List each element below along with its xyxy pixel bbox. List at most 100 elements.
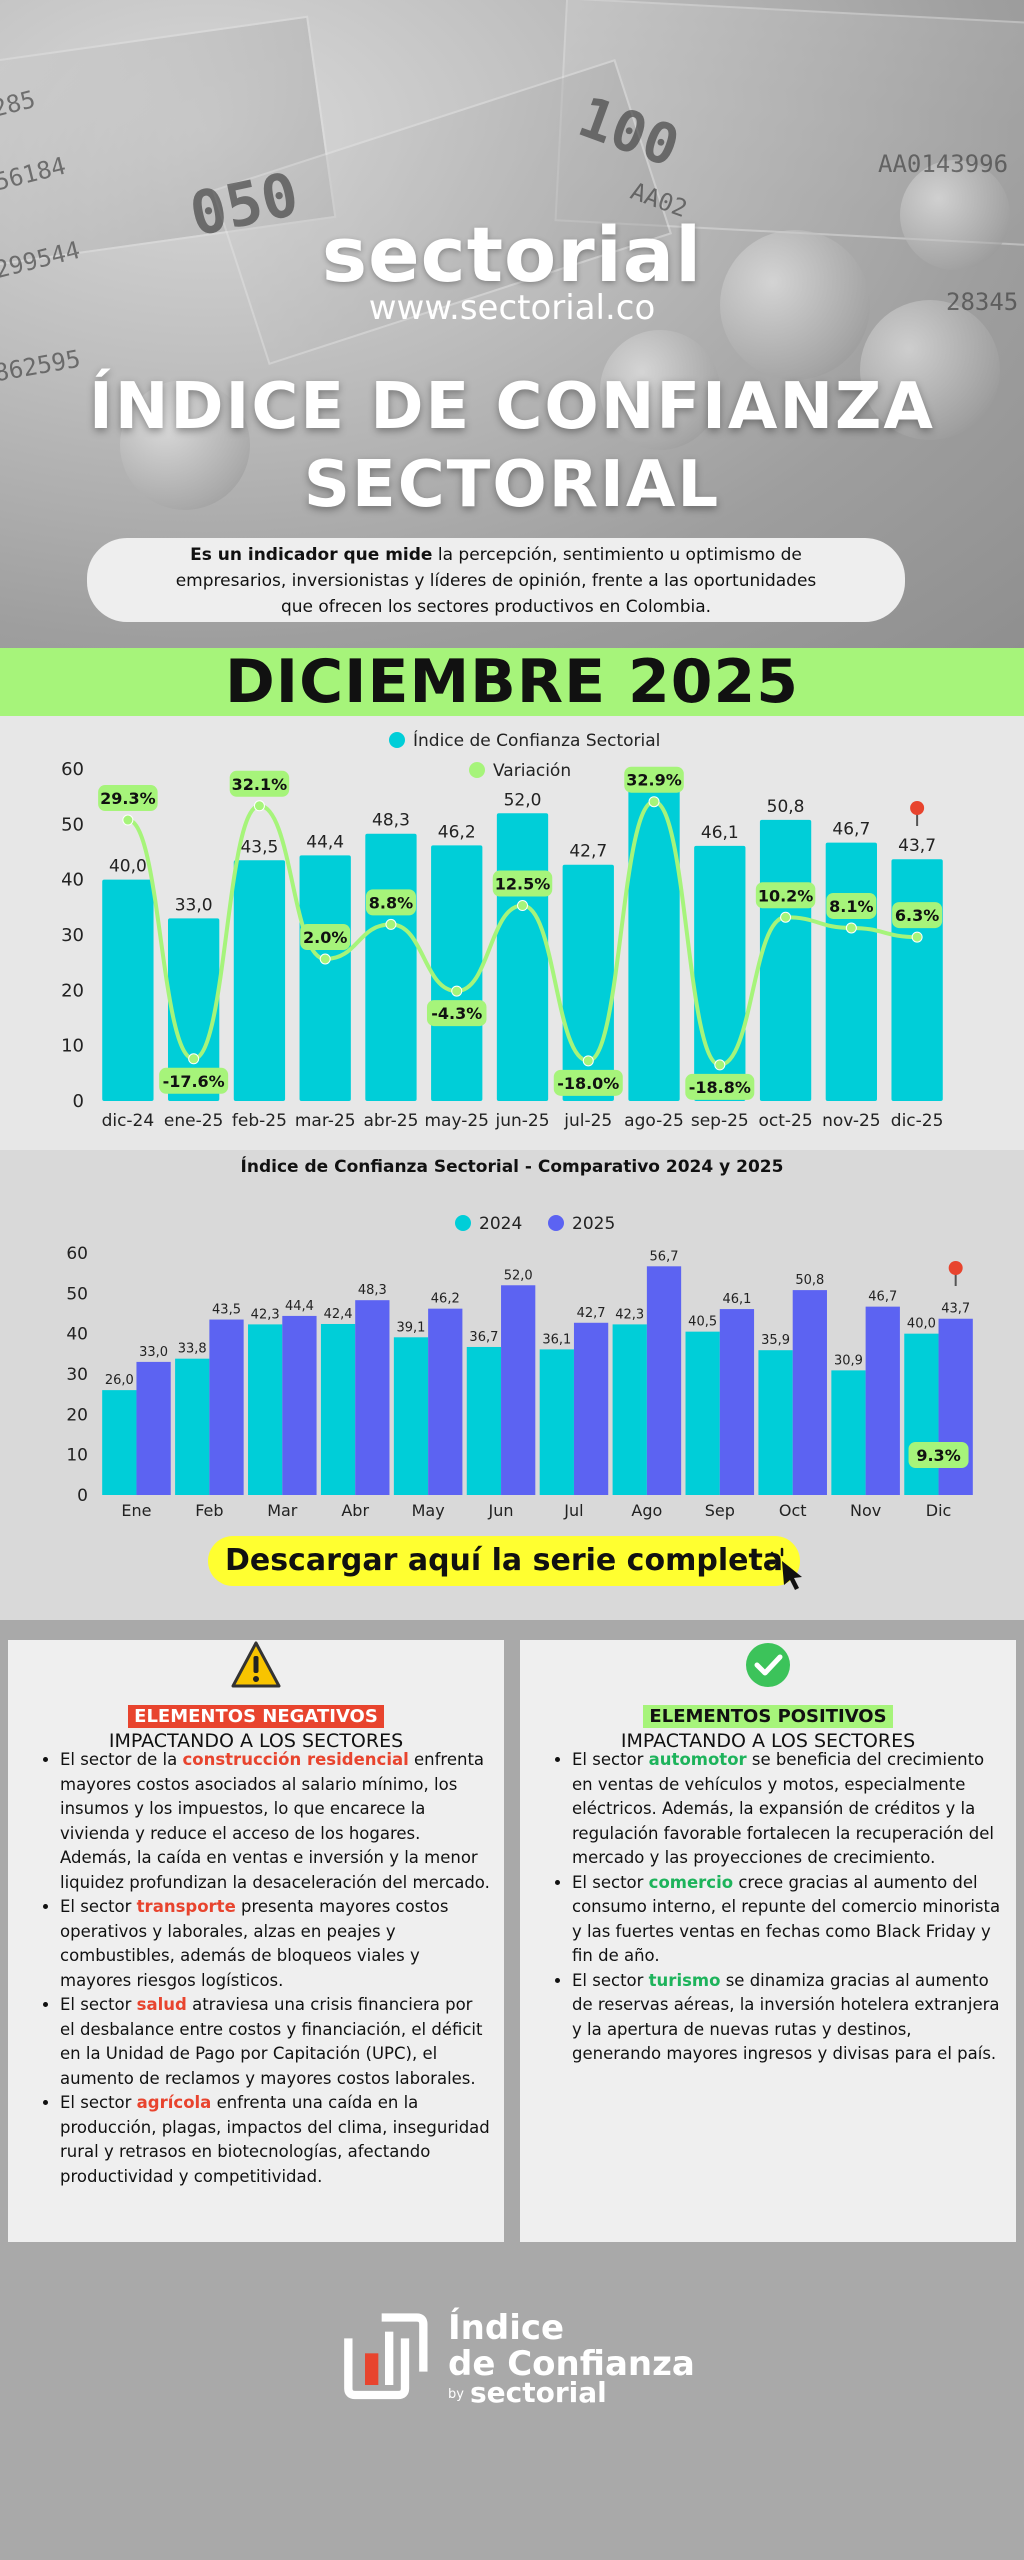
variation-point <box>648 796 660 808</box>
bar-value-label: 40,0 <box>907 1317 936 1332</box>
list-item: El sector comercio crece gracias al aume… <box>572 1871 1002 1969</box>
bar-value-label: 46,7 <box>868 1290 897 1305</box>
variation-label: 32.1% <box>232 775 288 794</box>
bar-value-label: 43,5 <box>212 1303 241 1318</box>
bar-value-label: 52,0 <box>504 790 542 810</box>
bar-value-label: 36,7 <box>469 1330 498 1345</box>
x-tick-label: mar-25 <box>295 1111 356 1131</box>
variation-label: -17.6% <box>163 1072 225 1091</box>
x-tick-label: Sep <box>705 1501 735 1520</box>
bar-value-label: 52,0 <box>504 1268 533 1283</box>
bar <box>299 855 351 1101</box>
bar <box>501 1285 536 1495</box>
legend-label: Variación <box>493 761 571 781</box>
variation-label-bg <box>755 882 816 909</box>
bar-value-label: 43,7 <box>941 1302 970 1317</box>
bar <box>628 787 680 1101</box>
bar-value-label: 42,3 <box>615 1307 644 1322</box>
brand-logo: sectorial <box>321 210 703 299</box>
x-tick-label: abr-25 <box>364 1111 419 1131</box>
variation-label: 10.2% <box>758 886 814 905</box>
bar <box>209 1319 244 1495</box>
bar <box>233 860 286 1101</box>
variation-point <box>911 931 923 943</box>
variation-label: 32.9% <box>626 771 682 790</box>
x-tick-label: Feb <box>195 1501 223 1520</box>
x-tick-label: Ene <box>121 1501 151 1520</box>
chart-title: Índice de Confianza Sectorial - Comparat… <box>241 1155 784 1177</box>
footer-title: Índice de Confianza <box>448 2310 695 2382</box>
bar <box>355 1300 390 1495</box>
bar-value-label: 35,9 <box>761 1333 790 1348</box>
bar <box>282 1315 317 1495</box>
bar <box>175 1358 210 1495</box>
bar <box>792 1290 827 1495</box>
variation-point <box>385 918 397 930</box>
coin-image <box>720 230 870 380</box>
variation-label-bg <box>426 1000 487 1027</box>
variation-label-bg <box>492 870 553 897</box>
bar-value-label: 56,7 <box>650 1249 679 1264</box>
y-tick-label: 20 <box>66 1405 88 1425</box>
variation-label: -18.0% <box>557 1074 619 1093</box>
bar-value-label: 48,3 <box>372 811 410 831</box>
x-tick-label: may-25 <box>424 1111 489 1131</box>
bar <box>428 1308 463 1495</box>
positive-subtitle: IMPACTANDO A LOS SECTORES <box>620 1730 916 1752</box>
footer-title-line: Índice <box>448 2308 565 2348</box>
intro-text: empresarios, inversionistas y líderes de… <box>175 571 817 591</box>
bar <box>865 1306 900 1495</box>
hero-banner: 285 56184 299544 862595 AA0143996 28345 … <box>0 0 1024 648</box>
pin-icon <box>910 801 925 815</box>
x-tick-label: sep-25 <box>691 1111 749 1131</box>
variation-label: 8.8% <box>369 893 413 912</box>
sector-keyword: agrícola <box>136 2093 212 2112</box>
variation-label: 8.1% <box>829 897 873 916</box>
list-item: El sector salud atraviesa una crisis fin… <box>60 1993 490 2091</box>
x-tick-label: Ago <box>631 1501 662 1520</box>
negative-tag: ELEMENTOS NEGATIVOS <box>128 1705 384 1728</box>
y-tick-label: 50 <box>66 1284 88 1304</box>
bar <box>248 1324 283 1495</box>
download-series-button[interactable]: Descargar aquí la serie completa <box>208 1536 800 1586</box>
bar-value-label: 42,7 <box>577 1306 606 1321</box>
variation-point <box>451 985 463 997</box>
bar <box>759 819 812 1101</box>
bar-value-label: 50,8 <box>767 797 805 817</box>
sector-keyword: turismo <box>648 1970 721 1990</box>
y-tick-label: 0 <box>73 1091 84 1112</box>
bar <box>393 1337 429 1495</box>
x-tick-label: Jul <box>563 1501 583 1520</box>
bill-serial: 28345 <box>946 288 1019 316</box>
variation-label-bg <box>826 892 877 919</box>
sector-keyword: transporte <box>136 1897 236 1916</box>
bar <box>496 813 549 1101</box>
y-tick-label: 30 <box>61 925 84 946</box>
bar-value-label: 33,8 <box>178 1342 207 1357</box>
y-tick-label: 10 <box>61 1036 84 1057</box>
bar <box>102 879 154 1101</box>
variation-point <box>253 800 265 812</box>
legend-label: 2025 <box>572 1214 615 1234</box>
bar <box>825 842 877 1101</box>
variation-label: 12.5% <box>495 875 551 894</box>
negative-list: El sector de la construcción residencial… <box>8 1748 504 2189</box>
variation-label-bg <box>553 1069 623 1096</box>
bar-value-label: 42,3 <box>251 1307 280 1322</box>
confidence-index-logo-icon <box>344 2313 428 2400</box>
legend-marker <box>389 732 405 748</box>
variation-label: -18.8% <box>689 1078 751 1097</box>
sector-keyword: automotor <box>648 1750 747 1769</box>
bar-value-label: 43,5 <box>240 837 278 857</box>
bar-value-label: 30,9 <box>834 1353 863 1368</box>
y-tick-label: 10 <box>66 1446 88 1466</box>
variation-label-bg <box>365 889 416 916</box>
bar-value-label: 42,4 <box>324 1307 353 1322</box>
x-tick-label: jun-25 <box>494 1111 549 1131</box>
website-url[interactable]: www.sectorial.co <box>368 288 656 328</box>
y-tick-label: 60 <box>66 1244 88 1264</box>
variation-label-bg <box>300 924 351 950</box>
x-tick-label: ene-25 <box>164 1111 223 1131</box>
bar <box>320 1323 356 1495</box>
variation-label: 2.0% <box>303 928 347 947</box>
